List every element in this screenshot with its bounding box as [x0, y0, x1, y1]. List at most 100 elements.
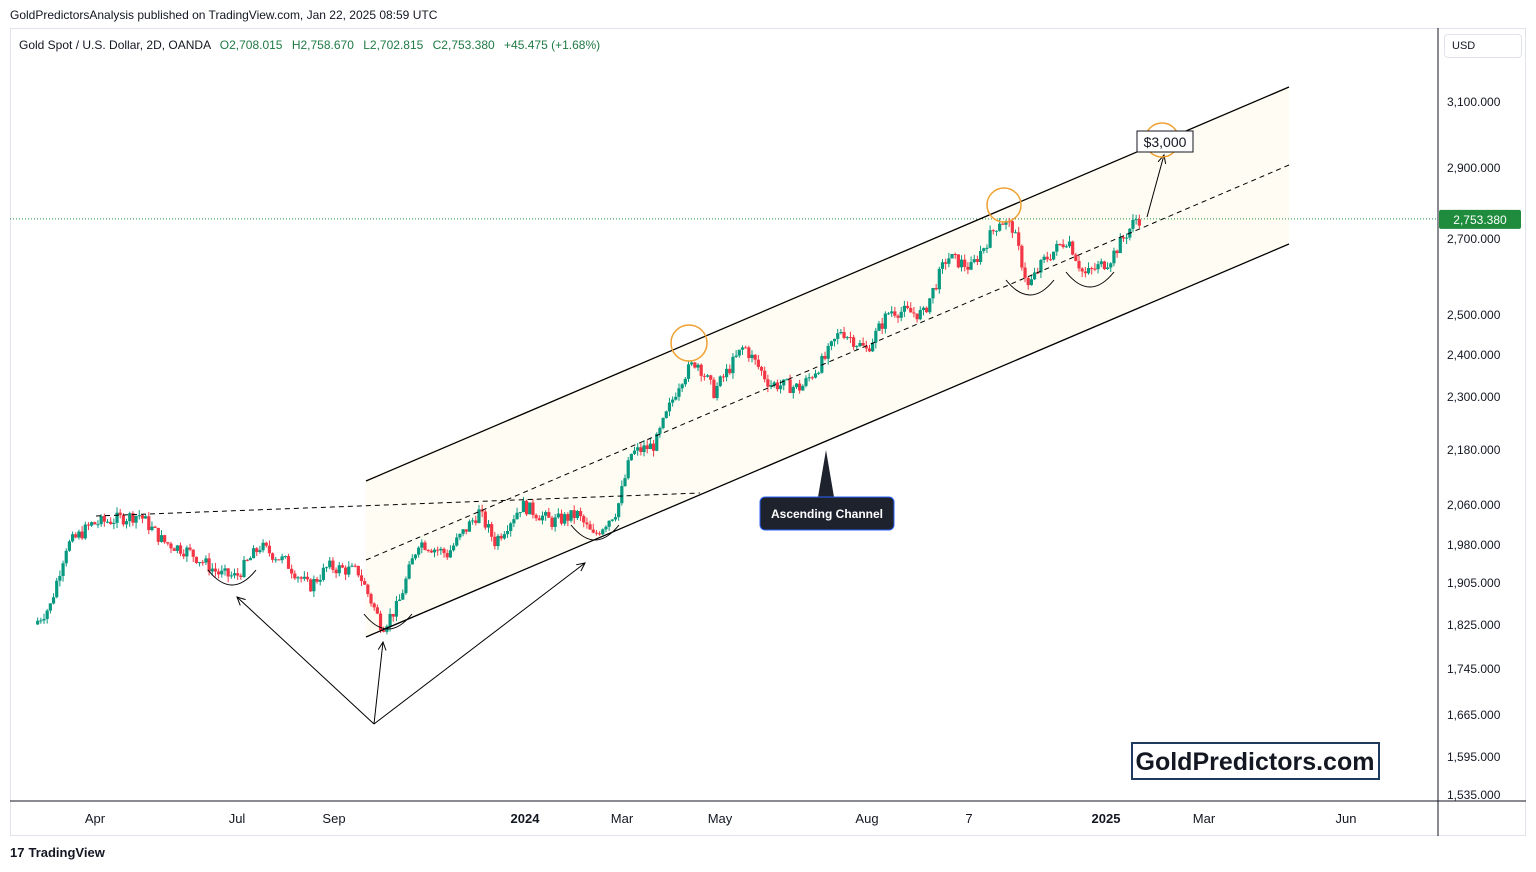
candles-group: [36, 214, 1141, 635]
candle-body: [404, 578, 408, 594]
candle-body: [528, 502, 532, 515]
candle-body: [236, 573, 240, 576]
candle-body: [1055, 243, 1059, 252]
candle-body: [1086, 268, 1091, 274]
candle-body: [940, 262, 945, 269]
candle-body: [340, 565, 345, 568]
currency-selector[interactable]: USD: [1444, 34, 1522, 58]
candle-body: [461, 529, 465, 534]
candle-body: [261, 542, 265, 551]
candle-body: [928, 298, 932, 313]
candle-body: [423, 542, 427, 550]
low-arc: [363, 613, 413, 630]
candle-body: [496, 535, 500, 547]
candle-body: [655, 433, 659, 451]
candle-body: [1010, 221, 1014, 233]
callout-label: Ascending Channel: [771, 507, 883, 521]
candle-body: [324, 567, 329, 569]
candle-body: [80, 531, 84, 539]
candle-body: [1093, 268, 1097, 270]
target-label: $3,000: [1144, 134, 1187, 150]
candle-body: [388, 613, 392, 627]
candle-body: [432, 549, 437, 553]
candle-body: [982, 248, 986, 252]
candle-body: [845, 337, 849, 339]
candle-body: [121, 515, 125, 525]
candle-body: [798, 383, 802, 391]
candle-body: [788, 379, 792, 393]
candle-body: [978, 251, 983, 262]
tradingview-footer[interactable]: 17 TradingView: [10, 845, 105, 860]
candle-body: [502, 534, 506, 539]
candle-body: [540, 515, 545, 521]
candle-body: [563, 514, 567, 524]
candle-body: [744, 347, 748, 349]
candle-body: [337, 565, 341, 574]
candle-body: [598, 533, 602, 535]
candle-body: [756, 359, 760, 367]
candle-body: [658, 428, 662, 434]
y-tick-label: 1,595.000: [1447, 750, 1501, 764]
candle-body: [290, 568, 294, 574]
candle-body: [547, 512, 551, 518]
candle-body: [328, 560, 332, 568]
candle-body: [651, 443, 656, 451]
low-arc: [1065, 271, 1115, 288]
candle-body: [277, 559, 281, 561]
candle-body: [1099, 261, 1103, 265]
candle-body: [226, 568, 230, 577]
candle-body: [972, 259, 976, 263]
candle-body: [937, 268, 941, 290]
candle-body: [677, 388, 681, 397]
candle-body: [642, 445, 646, 453]
candle-body: [299, 577, 303, 579]
arrow-to-feb-low: [373, 562, 586, 725]
candle-body: [334, 569, 338, 574]
open-value: O2,708.015: [219, 38, 283, 52]
y-tick-label: 1,535.000: [1447, 788, 1501, 802]
candle-body: [671, 399, 675, 403]
candle-body: [886, 313, 891, 315]
candle-body: [96, 524, 100, 526]
candle-body: [610, 519, 614, 521]
candle-body: [251, 548, 256, 559]
candle-body: [534, 514, 538, 519]
candle-body: [969, 262, 973, 270]
candle-body: [99, 516, 103, 525]
candle-body: [728, 368, 732, 374]
candle-body: [486, 524, 491, 528]
candle-body: [375, 607, 379, 614]
candle-body: [499, 535, 503, 539]
candle-body: [509, 523, 513, 532]
candle-body: [715, 386, 719, 398]
candle-body: [505, 531, 510, 535]
low-arc: [207, 569, 257, 586]
candle-body: [617, 503, 621, 518]
candle-body: [639, 447, 643, 453]
tradingview-logo-icon: 17: [10, 845, 25, 860]
candle-body: [871, 342, 875, 352]
low-arc: [570, 524, 620, 541]
candle-body: [902, 305, 906, 312]
ohlc-legend: Gold Spot / U.S. Dollar, 2D, OANDA O2,70…: [19, 38, 600, 52]
candle-body: [331, 560, 335, 570]
candle-body: [382, 630, 386, 632]
candle-body: [601, 529, 605, 535]
candle-body: [93, 522, 97, 525]
candle-body: [575, 510, 579, 519]
candle-body: [750, 354, 754, 359]
arrow-to-3000: [1146, 154, 1165, 218]
candle-body: [740, 347, 745, 350]
candle-body: [785, 379, 789, 381]
candle-body: [572, 510, 576, 519]
candle-body: [1048, 259, 1053, 261]
candle-body: [877, 323, 881, 331]
candle-body: [1077, 260, 1081, 269]
candle-body: [1105, 267, 1110, 270]
candle-body: [925, 307, 929, 313]
candle-body: [223, 568, 227, 571]
candle-body: [201, 562, 205, 564]
candle-body: [112, 522, 116, 525]
candle-body: [448, 550, 452, 558]
